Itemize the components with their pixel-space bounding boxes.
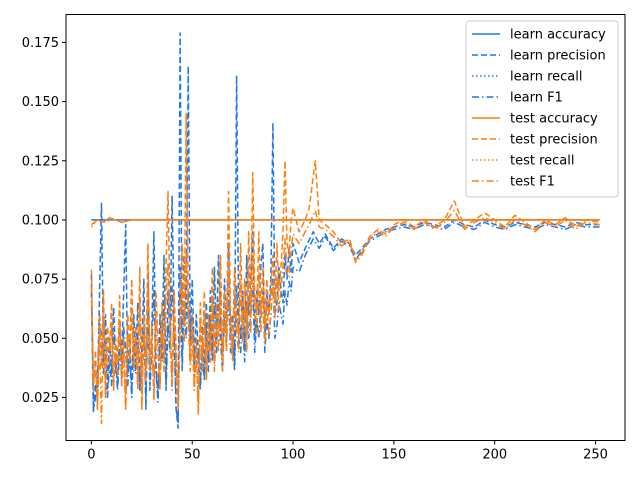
legend-label-learn-accuracy: learn accuracy — [510, 28, 606, 43]
y-tick-label: 0.175 — [22, 36, 59, 51]
x-tick-label: 150 — [381, 448, 406, 463]
y-tick-label: 0.125 — [22, 154, 59, 169]
legend-label-learn-precision: learn precision — [510, 49, 606, 64]
series-lines — [90, 32, 600, 429]
legend-label-test-precision: test precision — [510, 133, 598, 148]
series-line-test-precision — [90, 112, 600, 415]
legend-label-test-f1: test F1 — [510, 175, 555, 190]
x-tick-label: 250 — [583, 448, 608, 463]
legend-label-learn-recall: learn recall — [510, 70, 582, 85]
y-tick-label: 0.025 — [22, 391, 59, 406]
y-tick-label: 0.075 — [22, 273, 59, 288]
y-tick-label: 0.100 — [22, 213, 59, 228]
series-line-test-f1 — [90, 209, 600, 425]
x-axis: 0 50 100 150 200 250 — [87, 440, 608, 463]
x-tick-label: 100 — [281, 448, 306, 463]
plot-frame — [65, 14, 626, 441]
x-tick-label: 50 — [184, 448, 201, 463]
legend-box — [465, 20, 619, 198]
x-tick-label: 200 — [482, 448, 507, 463]
legend: learn accuracy learn precision learn recal… — [465, 20, 619, 198]
legend-label-test-recall: test recall — [510, 154, 575, 169]
y-tick-label: 0.050 — [22, 332, 59, 347]
legend-label-test-accuracy: test accuracy — [510, 112, 598, 127]
x-tick-label: 0 — [87, 448, 95, 463]
y-axis: 0.025 0.050 0.075 0.100 0.125 0.150 0.175 — [22, 36, 66, 406]
legend-label-learn-f1: learn F1 — [510, 91, 563, 106]
y-tick-label: 0.150 — [22, 95, 59, 110]
series-line-test-recall — [90, 219, 600, 228]
